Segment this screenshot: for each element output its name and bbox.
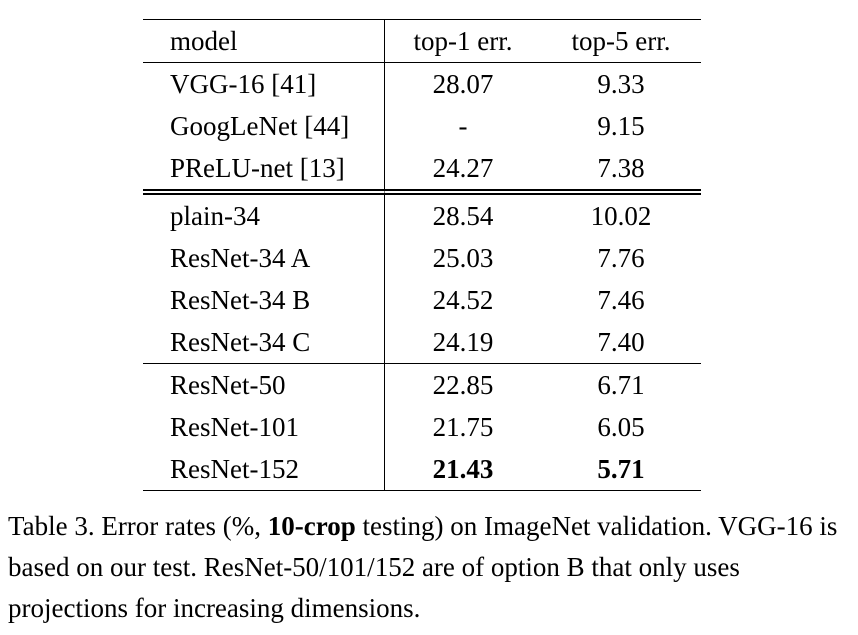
row-label: ResNet-34 A [143, 237, 385, 279]
table-row: ResNet-101 21.75 6.05 [143, 406, 701, 448]
column-header: model [143, 20, 385, 63]
results-table: model top-1 err. top-5 err. VGG-16 [41] 28.0… [143, 19, 701, 491]
table-row: ResNet-34 A 25.03 7.76 [143, 237, 701, 279]
row-label: GoogLeNet [44] [143, 105, 385, 147]
value-cell: 24.52 [432, 285, 494, 315]
bold-value: 21.43 [432, 454, 494, 484]
value-cell: 7.40 [541, 321, 701, 364]
table-row: ResNet-34 B 24.52 7.46 [143, 279, 701, 321]
column-header: top-1 err. [385, 20, 541, 63]
value-cell: 9.15 [597, 111, 645, 141]
row-label: ResNet-34 C [143, 321, 385, 364]
value-cell: 24.19 [385, 321, 541, 364]
table-row: ResNet-152 21.43 5.71 [143, 448, 701, 490]
value-cell: 5.71 [541, 448, 701, 490]
value-cell: 7.46 [597, 285, 645, 315]
row-label: ResNet-101 [143, 406, 385, 448]
row-label: ResNet-152 [143, 448, 385, 490]
table-row: VGG-16 [41] 28.07 9.33 [143, 63, 701, 105]
value-cell: 7.38 [541, 147, 701, 195]
column-header: top-5 err. [541, 20, 701, 63]
value-cell: 22.85 [432, 370, 494, 400]
caption-bold: 10-crop [267, 511, 356, 541]
value-cell: - [458, 111, 468, 141]
value-cell: 28.07 [432, 69, 494, 99]
table-row: PReLU-net [13] 24.27 7.38 [143, 147, 701, 195]
caption-text: Table 3. Error rates (%, [8, 511, 268, 541]
value-cell: 9.33 [597, 69, 645, 99]
value-cell: 6.05 [597, 412, 645, 442]
value-cell: 6.71 [597, 370, 645, 400]
value-cell: 24.27 [385, 147, 541, 195]
caption-text: testing) on ImageNet validation. VGG-16 … [8, 511, 838, 623]
value-cell: 21.43 [385, 448, 541, 490]
table-row: ResNet-50 22.85 6.71 [143, 364, 701, 406]
row-label: ResNet-50 [143, 364, 385, 406]
row-label: PReLU-net [13] [143, 147, 385, 195]
table-row: plain-34 28.54 10.02 [143, 195, 701, 237]
table-row: ResNet-34 C 24.19 7.40 [143, 321, 701, 364]
value-cell: 28.54 [432, 201, 494, 231]
value-cell: 21.75 [432, 412, 494, 442]
value-cell: 25.03 [432, 243, 494, 273]
row-label: ResNet-34 B [143, 279, 385, 321]
table-caption: Table 3. Error rates (%, 10-crop testing… [8, 506, 848, 629]
value-cell: 7.76 [597, 243, 645, 273]
value-cell: 10.02 [590, 201, 652, 231]
table-row: GoogLeNet [44] - 9.15 [143, 105, 701, 147]
row-label: VGG-16 [41] [143, 63, 385, 105]
bold-value: 5.71 [597, 454, 645, 484]
row-label: plain-34 [143, 195, 385, 237]
header-row: model top-1 err. top-5 err. [143, 20, 701, 63]
